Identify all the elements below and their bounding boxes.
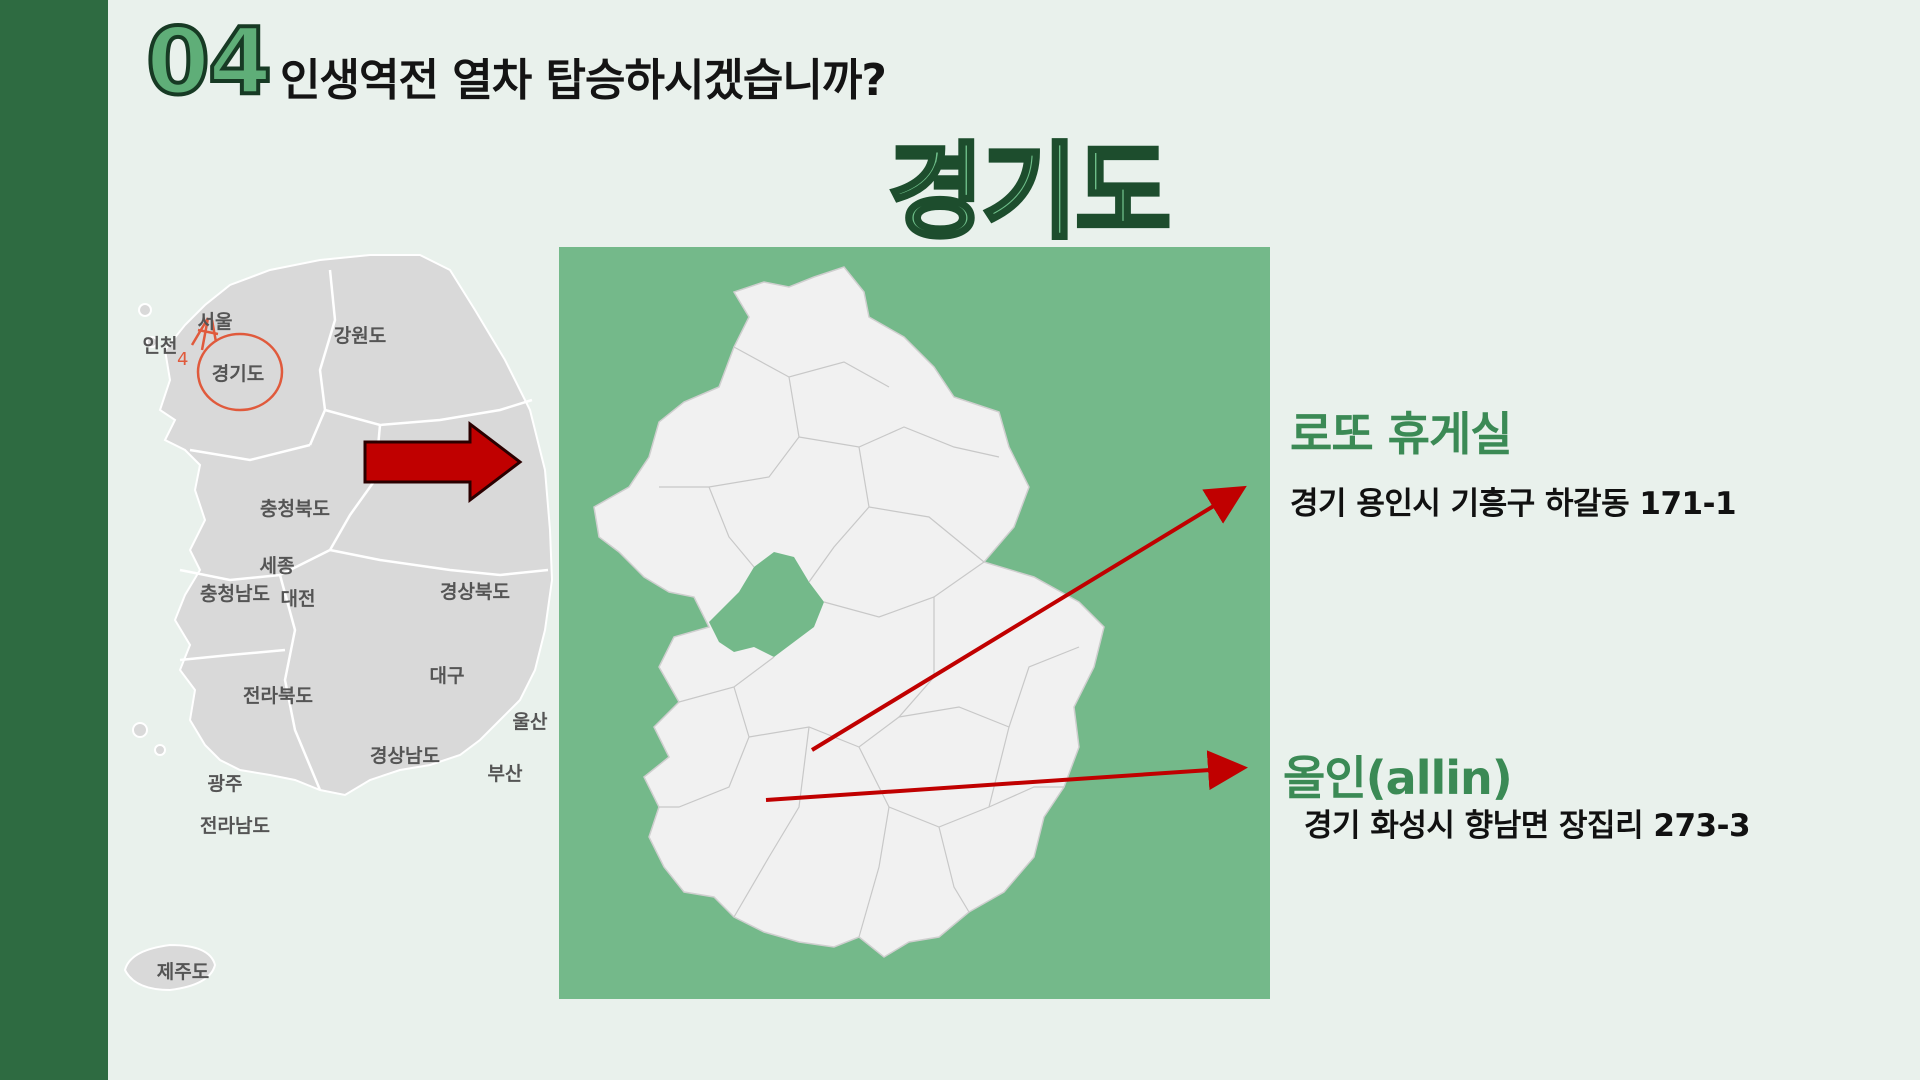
label-chungnam: 충청남도: [200, 583, 270, 605]
pointer-arrow: [363, 420, 523, 504]
gyeonggi-circle-annotation: [196, 332, 284, 412]
gyeonggi-map: [593, 266, 1105, 958]
label-ulsan: 울산: [513, 711, 548, 733]
place-address-2: 경기 화성시 향남면 장집리 273-3: [1304, 808, 1751, 844]
place-name-1: 로또 휴게실: [1290, 407, 1513, 461]
label-daejeon: 대전: [281, 588, 316, 610]
label-busan: 부산: [488, 763, 523, 785]
border-jeolla-gyeongnam: [278, 574, 322, 791]
label-chungbuk: 충청북도: [260, 498, 330, 520]
label-jeju: 제주도: [157, 961, 209, 983]
border-gyeonggi-gangwon: [308, 269, 337, 446]
gyeonggi-map-panel: [559, 247, 1270, 999]
seoul-scribble-annotation: [190, 317, 219, 351]
place-address-1: 경기 용인시 기흥구 하갈동 171-1: [1290, 486, 1737, 522]
border-gangwon-south: [324, 398, 533, 427]
korea-mainland: [158, 254, 554, 797]
label-gyeongbuk: 경상북도: [440, 581, 510, 603]
border-chung-jeolla: [179, 548, 331, 582]
side-accent-bar: [0, 0, 108, 1080]
slide-heading: 인생역전 열차 탑승하시겠습니까?: [280, 55, 887, 106]
place-name-2: 올인(allin): [1283, 751, 1513, 805]
korea-overview-map: 서울 인천 경기도 강원도 충청북도 세종 충청남도 대전 경상북도 대구 전라…: [123, 254, 554, 992]
annotation-number: 4: [177, 349, 188, 370]
label-incheon: 인천: [143, 335, 178, 357]
label-daegu: 대구: [430, 665, 465, 687]
jeju-island: [123, 943, 217, 992]
label-gyeongnam: 경상남도: [370, 745, 440, 767]
islet-3: [132, 722, 148, 738]
gyeonggi-outline: [593, 266, 1105, 958]
label-gwangju: 광주: [208, 773, 243, 795]
border-gyeongbuk-south: [329, 548, 549, 577]
label-jeonbuk: 전라북도: [243, 685, 313, 707]
slide-number: 04: [144, 8, 274, 115]
label-jeonnam: 전라남도: [200, 815, 270, 837]
label-gyeonggi: 경기도: [212, 363, 264, 385]
border-west-chung: [189, 443, 311, 462]
region-title: 경기도: [886, 131, 1173, 253]
seoul-cutout: [709, 552, 824, 657]
islet-4: [154, 744, 166, 756]
islet-2: [146, 336, 158, 348]
islet-1: [138, 303, 152, 317]
label-gangwon: 강원도: [334, 325, 386, 347]
label-seoul: 서울: [198, 311, 233, 333]
border-jeonbuk-jeonnam: [179, 648, 286, 662]
label-sejong: 세종: [260, 555, 295, 577]
